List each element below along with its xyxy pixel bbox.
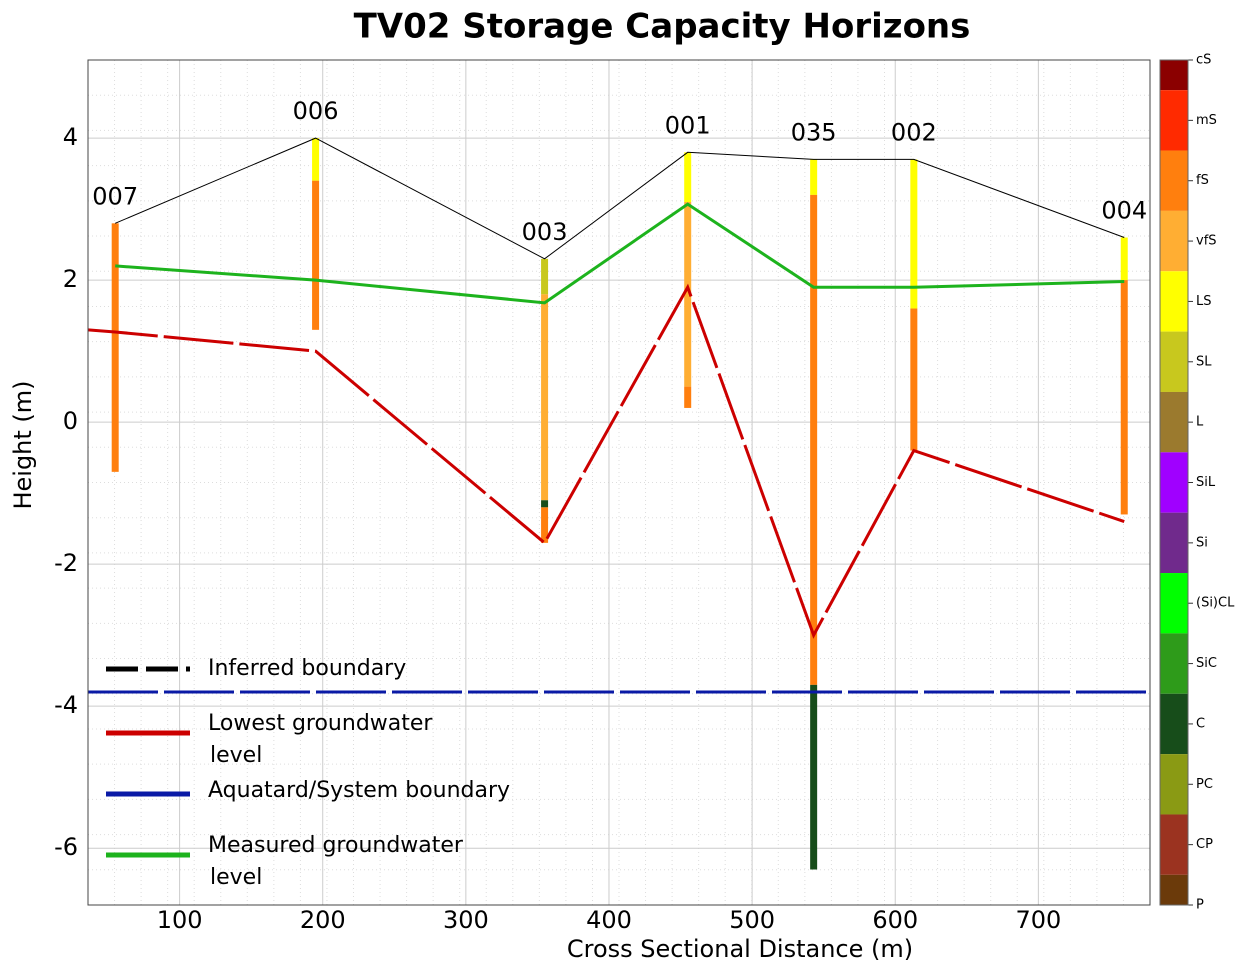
y-tick-label: 0 <box>63 407 78 435</box>
borehole-label: 006 <box>293 97 339 125</box>
soil-layer <box>684 386 692 408</box>
colorbar-label: mS <box>1196 113 1217 128</box>
colorbar-label: SiL <box>1196 475 1216 490</box>
colorbar-label: P <box>1196 898 1204 913</box>
soil-layer <box>810 684 818 870</box>
soil-layer <box>312 138 320 181</box>
legend-label: level <box>210 865 262 890</box>
borehole-label: 002 <box>891 118 937 146</box>
colorbar-label: SL <box>1196 354 1212 369</box>
profile-line <box>87 283 1125 639</box>
colorbar-segment <box>1160 271 1188 332</box>
soil-layer <box>684 152 692 203</box>
soil-layer <box>810 194 818 685</box>
x-tick-label: 100 <box>157 906 203 934</box>
colorbar-segment <box>1160 874 1188 905</box>
profile-line <box>114 137 1125 260</box>
legend-label: Inferred boundary <box>208 656 406 681</box>
colorbar-label: (Si)CL <box>1196 596 1235 611</box>
x-tick-label: 400 <box>586 906 632 934</box>
x-tick-label: 200 <box>300 906 346 934</box>
x-axis-label: Cross Sectional Distance (m) <box>567 935 913 963</box>
x-tick-label: 700 <box>1015 906 1061 934</box>
borehole-label: 004 <box>1101 197 1147 225</box>
soil-layer <box>541 507 549 543</box>
borehole-label: 001 <box>665 111 711 139</box>
colorbar-segment <box>1160 754 1188 815</box>
y-tick-label: 2 <box>63 265 78 293</box>
colorbar-label: SiC <box>1196 656 1217 671</box>
x-tick-label: 600 <box>872 906 918 934</box>
soil-layer <box>910 159 918 309</box>
y-tick-label: -6 <box>54 833 78 861</box>
colorbar-segment <box>1160 60 1188 91</box>
y-tick-label: 4 <box>63 123 78 151</box>
soil-layer <box>1120 237 1128 281</box>
colorbar-segment <box>1160 693 1188 755</box>
colorbar-label: C <box>1196 716 1205 731</box>
plot-border <box>87 59 1151 906</box>
legend-label: Measured groundwater <box>208 833 464 858</box>
legend-label: Lowest groundwater <box>208 711 433 736</box>
x-tick-label: 300 <box>443 906 489 934</box>
soil-layer <box>111 223 119 472</box>
colorbar-segment <box>1160 391 1188 453</box>
chart-title: TV02 Storage Capacity Horizons <box>354 7 971 47</box>
borehole-label: 003 <box>522 218 568 246</box>
colorbar-segment <box>1160 814 1188 875</box>
y-axis-label: Height (m) <box>9 380 37 509</box>
colorbar-segment <box>1160 452 1188 513</box>
soil-layer <box>541 294 549 501</box>
legend-label: Aquatard/System boundary <box>208 778 510 803</box>
legend-label: level <box>210 743 262 768</box>
x-tick-label: 500 <box>729 906 775 934</box>
colorbar-segment <box>1160 210 1188 272</box>
profile-line <box>115 202 1125 305</box>
colorbar-label: LS <box>1196 294 1212 309</box>
borehole-label: 035 <box>791 118 837 146</box>
colorbar-label: CP <box>1196 837 1213 852</box>
colorbar-border <box>1159 59 1189 906</box>
colorbar-segment <box>1160 90 1188 151</box>
soil-layer <box>541 258 549 295</box>
colorbar-segment <box>1160 512 1188 574</box>
colorbar-label: fS <box>1196 173 1209 188</box>
colorbar-label: L <box>1196 415 1204 430</box>
soil-layer <box>541 500 549 508</box>
colorbar-segment <box>1160 573 1188 634</box>
colorbar-segment <box>1160 150 1188 211</box>
colorbar-label: PC <box>1196 777 1213 792</box>
colorbar-segment <box>1160 331 1188 392</box>
colorbar-label: vfS <box>1196 234 1217 249</box>
y-tick-label: -4 <box>54 691 78 719</box>
soil-layer <box>312 180 320 330</box>
borehole-label: 007 <box>92 182 138 210</box>
colorbar-segment <box>1160 633 1188 694</box>
soil-layer <box>1120 280 1128 515</box>
soil-layer <box>910 308 918 451</box>
soil-layer <box>684 202 692 387</box>
y-tick-label: -2 <box>54 549 78 577</box>
soil-layer <box>810 159 818 195</box>
colorbar-label: cS <box>1196 53 1211 68</box>
colorbar-label: Si <box>1196 535 1208 550</box>
